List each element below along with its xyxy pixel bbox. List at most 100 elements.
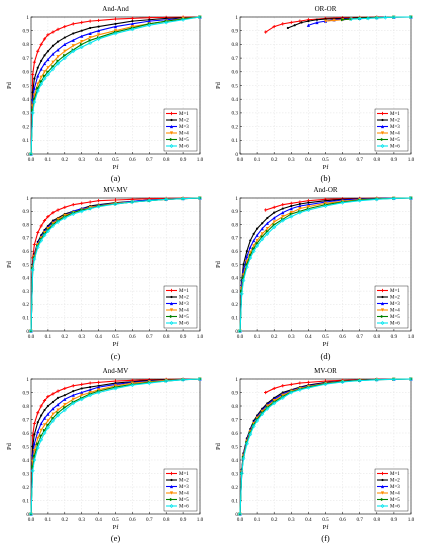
panel-title: MV-OR	[314, 367, 337, 375]
data-point	[46, 394, 50, 399]
legend: M=1 M=2M=3 M=4M=5 M=6	[374, 468, 409, 512]
data-point	[97, 380, 101, 384]
series-line	[239, 197, 412, 332]
data-point	[80, 42, 84, 46]
y-tick-label: 0.7	[23, 56, 30, 62]
data-point	[97, 388, 101, 392]
data-point	[241, 276, 246, 280]
data-point	[88, 381, 92, 385]
data-point	[264, 390, 268, 395]
data-point	[39, 238, 44, 243]
x-tick-label: 0.0	[28, 334, 35, 340]
data-point	[35, 245, 40, 250]
legend-marker	[381, 295, 384, 299]
data-point	[56, 55, 60, 59]
legend-label: M=5	[390, 315, 400, 320]
data-point	[289, 212, 293, 216]
data-point	[51, 400, 55, 404]
data-point	[113, 386, 118, 391]
y-tick-label: 0	[26, 152, 29, 158]
y-tick-label: 0.9	[23, 209, 30, 215]
y-tick-label: 0.2	[23, 124, 30, 130]
legend-marker	[170, 295, 173, 299]
series-line	[30, 16, 201, 155]
data-point	[244, 441, 249, 446]
data-point	[113, 198, 118, 202]
data-point	[51, 64, 55, 68]
legend-label: M=4	[179, 309, 189, 314]
legend-marker	[169, 288, 174, 293]
x-axis-label: Pf	[323, 524, 330, 531]
data-point	[261, 222, 264, 225]
x-tick-label: 0.3	[78, 334, 85, 340]
data-point	[244, 265, 249, 270]
data-point	[357, 16, 362, 21]
data-point	[289, 20, 293, 25]
data-point	[298, 207, 302, 211]
x-tick-label: 1.0	[408, 157, 415, 163]
x-tick-label: 0.4	[305, 157, 312, 163]
x-tick-label: 0.6	[339, 157, 346, 163]
y-tick-label: 0.1	[23, 316, 30, 322]
legend-label: M=2	[179, 479, 189, 484]
legend-label: M=3	[179, 302, 189, 307]
data-point	[36, 430, 40, 434]
panel-title: MV-MV	[103, 186, 127, 194]
y-tick-label: 0.6	[23, 431, 30, 437]
data-point	[260, 412, 265, 417]
legend-marker	[170, 478, 173, 482]
legend-marker	[380, 497, 385, 502]
data-point	[36, 442, 40, 446]
data-point	[32, 97, 36, 101]
y-tick-label: 0.4	[232, 97, 239, 103]
data-point	[88, 200, 92, 204]
data-point	[39, 79, 43, 83]
x-axis-label: Pf	[323, 341, 330, 348]
x-tick-label: 0.0	[28, 517, 35, 523]
data-point	[63, 53, 67, 57]
legend-marker	[169, 111, 174, 116]
legend-label: M=6	[390, 322, 400, 327]
data-point	[80, 382, 84, 386]
legend-label: M=5	[179, 315, 189, 320]
y-tick-label: 0.3	[23, 111, 30, 117]
x-axis-label: Pf	[113, 524, 120, 531]
data-point	[255, 238, 259, 243]
data-point	[42, 37, 47, 41]
data-point	[62, 56, 67, 61]
data-point	[32, 457, 37, 463]
data-point	[241, 456, 246, 461]
data-point	[32, 99, 37, 104]
y-tick-label: 0.5	[23, 83, 30, 89]
data-point	[35, 445, 40, 450]
data-point	[306, 23, 310, 27]
x-tick-label: 0.9	[391, 334, 398, 340]
data-point	[46, 66, 50, 70]
data-point	[408, 376, 414, 382]
x-tick-label: 1.0	[197, 157, 204, 163]
series-M-6	[237, 376, 414, 517]
legend-marker	[381, 478, 384, 482]
legend: M=1 M=2M=3 M=4M=5 M=6	[374, 285, 409, 329]
y-tick-label: 0.4	[232, 276, 239, 282]
x-tick-label: 1.0	[197, 334, 204, 340]
y-tick-label: 0.5	[23, 444, 30, 450]
panel-b: 0.0 0.1 0.2 0.3 0.4 0.5 0.6 0.7 0.8 0.9 1.0 0 0.1 0.2…	[215, 5, 415, 183]
y-tick-label: 0.5	[232, 444, 239, 450]
y-tick-label: 0.4	[23, 276, 30, 282]
data-point	[80, 393, 84, 397]
y-tick-label: 0.2	[23, 302, 30, 308]
data-point	[252, 246, 256, 251]
legend: M=1 M=2M=3 M=4M=5 M=6	[163, 108, 198, 152]
data-point	[63, 405, 67, 409]
data-point	[272, 386, 276, 391]
data-point	[36, 436, 40, 440]
y-tick-label: 0.1	[232, 316, 239, 322]
data-point	[71, 22, 75, 26]
panel-f: 0.0 0.1 0.2 0.3 0.4 0.5 0.6 0.7 0.8 0.9 1.0 0 0.1 0.2…	[215, 367, 415, 543]
legend-marker	[380, 137, 385, 142]
data-point	[130, 22, 134, 26]
data-point	[89, 26, 92, 30]
data-point	[97, 29, 101, 33]
data-point	[408, 195, 414, 201]
